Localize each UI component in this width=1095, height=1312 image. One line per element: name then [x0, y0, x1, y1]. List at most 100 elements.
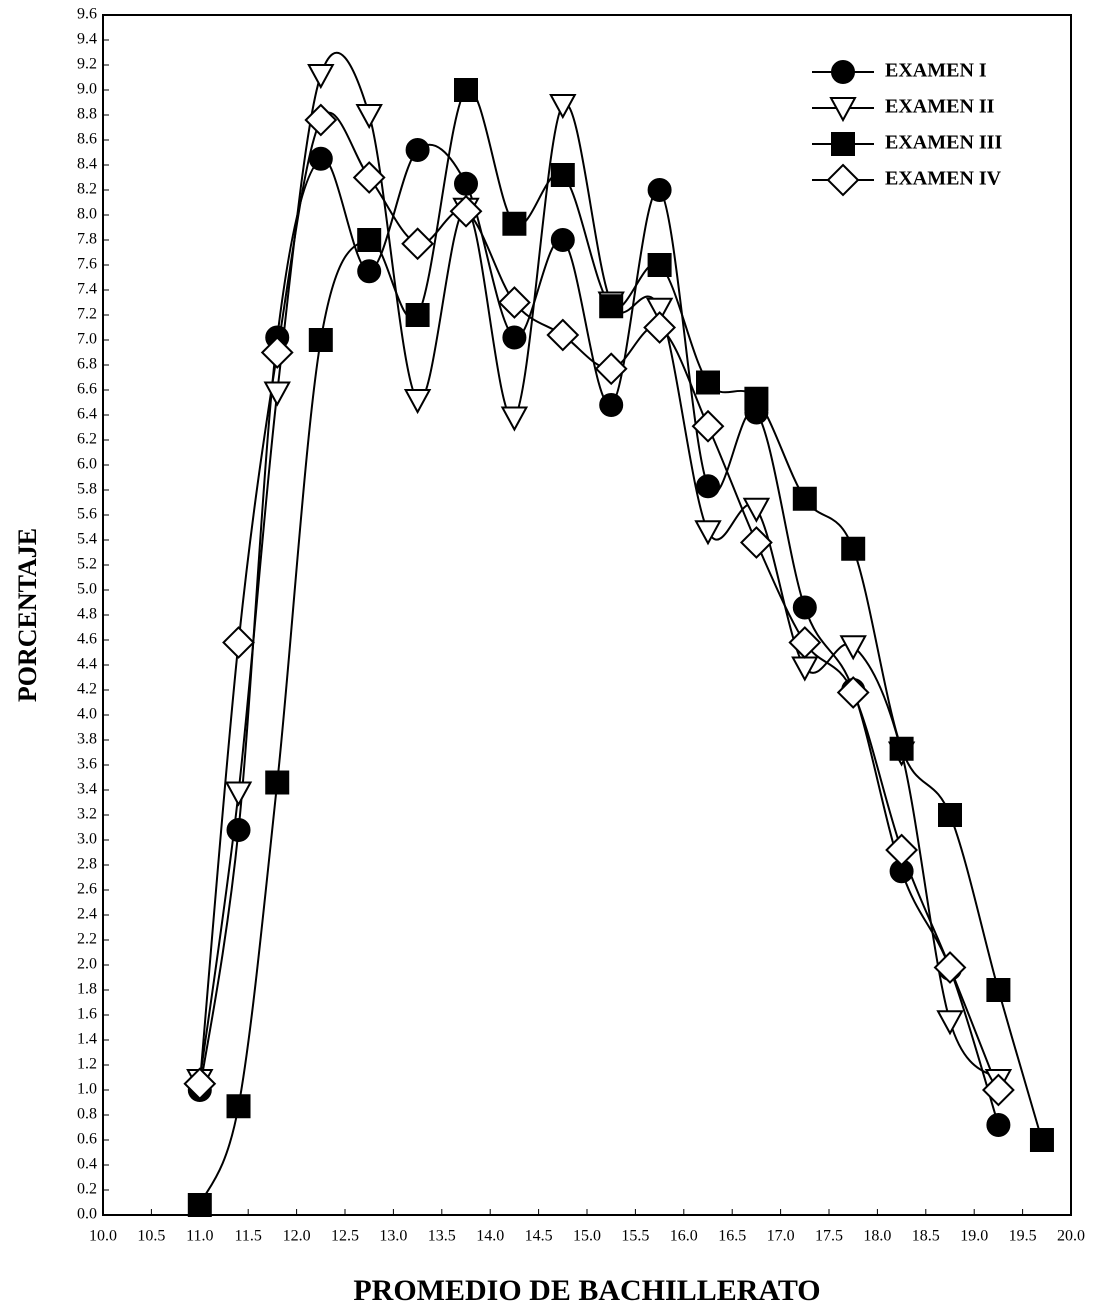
marker	[889, 736, 914, 761]
legend-label: EXAMEN I	[885, 60, 987, 82]
y-tick-label: 8.0	[77, 206, 97, 223]
x-tick-label: 19.0	[960, 1228, 988, 1245]
y-tick-label: 0.6	[77, 1131, 97, 1148]
marker	[938, 803, 962, 827]
marker	[645, 297, 674, 323]
marker	[643, 311, 677, 344]
marker	[1029, 1128, 1054, 1152]
y-tick-label: 3.2	[77, 806, 97, 823]
marker	[742, 497, 771, 523]
y-tick-label: 1.4	[77, 1031, 97, 1048]
y-tick-label: 2.8	[77, 856, 97, 873]
marker	[224, 781, 253, 807]
x-tick-label: 11.0	[186, 1228, 213, 1245]
y-tick-label: 8.8	[77, 106, 97, 123]
y-tick-label: 1.8	[77, 981, 97, 998]
y-tick-label: 6.4	[77, 406, 97, 423]
x-tick-label: 10.0	[89, 1228, 117, 1245]
x-tick-label: 14.0	[476, 1228, 504, 1245]
marker	[792, 595, 817, 620]
x-tick-label: 12.0	[283, 1228, 311, 1245]
marker	[594, 352, 628, 386]
y-tick-label: 1.2	[77, 1056, 97, 1073]
marker	[263, 381, 291, 407]
y-tick-label: 0.2	[77, 1181, 97, 1198]
x-tick-label: 15.5	[621, 1228, 649, 1245]
y-tick-label: 3.0	[77, 831, 97, 848]
x-tick-label: 17.5	[815, 1228, 843, 1245]
y-tick-label: 4.2	[77, 681, 97, 698]
x-tick-label: 16.5	[718, 1228, 746, 1245]
y-tick-label: 3.8	[77, 731, 97, 748]
y-tick-label: 7.4	[77, 281, 97, 298]
marker	[550, 228, 575, 252]
y-tick-label: 7.6	[77, 256, 97, 273]
y-tick-label: 5.0	[77, 581, 97, 598]
y-tick-label: 1.0	[77, 1081, 97, 1098]
y-tick-label: 2.4	[77, 906, 97, 923]
marker	[885, 833, 919, 867]
marker	[546, 318, 580, 352]
marker	[694, 520, 722, 546]
y-tick-label: 4.4	[77, 656, 97, 673]
plot-frame	[102, 14, 1072, 1216]
x-tick-label: 17.0	[767, 1228, 795, 1245]
marker	[187, 1193, 212, 1217]
y-tick-label: 8.2	[77, 181, 97, 198]
marker	[502, 325, 527, 350]
y-tick-label: 9.6	[77, 6, 97, 23]
marker	[352, 161, 386, 194]
y-tick-label: 3.4	[77, 781, 97, 798]
y-tick-label: 9.4	[77, 31, 97, 48]
series-line	[198, 87, 1043, 1206]
y-tick-label: 6.0	[77, 456, 97, 473]
legend-label: EXAMEN II	[885, 96, 995, 118]
x-tick-label: 11.5	[234, 1228, 261, 1245]
marker	[405, 138, 430, 162]
y-tick-label: 4.8	[77, 606, 97, 623]
marker	[788, 626, 822, 659]
marker	[836, 676, 870, 709]
y-tick-label: 0.4	[77, 1156, 97, 1173]
y-tick-label: 9.0	[77, 81, 97, 98]
marker	[357, 228, 382, 252]
marker	[831, 132, 855, 156]
y-tick-label: 3.6	[77, 756, 97, 773]
marker	[454, 78, 478, 102]
x-tick-label: 15.0	[573, 1228, 601, 1245]
marker	[405, 303, 430, 327]
y-tick-label: 0.8	[77, 1106, 97, 1123]
y-tick-label: 4.6	[77, 631, 97, 648]
marker	[792, 486, 817, 511]
y-axis-title: PORCENTAJE	[13, 528, 42, 702]
marker	[744, 386, 769, 411]
marker	[355, 104, 383, 130]
y-tick-label: 4.0	[77, 706, 97, 723]
marker	[986, 978, 1011, 1002]
marker	[308, 146, 333, 171]
marker	[739, 526, 773, 559]
marker	[497, 286, 531, 319]
y-tick-label: 6.8	[77, 356, 97, 373]
marker	[550, 163, 575, 187]
marker	[986, 1113, 1011, 1137]
marker	[357, 259, 382, 284]
y-tick-label: 5.6	[77, 506, 97, 523]
x-tick-label: 18.0	[863, 1228, 891, 1245]
y-tick-label: 5.4	[77, 531, 97, 548]
marker	[307, 64, 335, 90]
marker	[936, 1010, 964, 1036]
marker	[696, 370, 720, 395]
marker	[831, 60, 855, 84]
x-tick-label: 12.5	[331, 1228, 359, 1245]
marker	[791, 656, 819, 682]
x-tick-label: 13.0	[379, 1228, 407, 1245]
marker	[647, 178, 672, 202]
x-tick-label: 13.5	[428, 1228, 456, 1245]
marker	[599, 393, 624, 417]
y-tick-label: 8.4	[77, 156, 97, 173]
marker	[308, 328, 333, 352]
y-tick-label: 7.0	[77, 331, 97, 348]
y-tick-label: 9.2	[77, 56, 97, 73]
y-tick-label: 7.2	[77, 306, 97, 323]
